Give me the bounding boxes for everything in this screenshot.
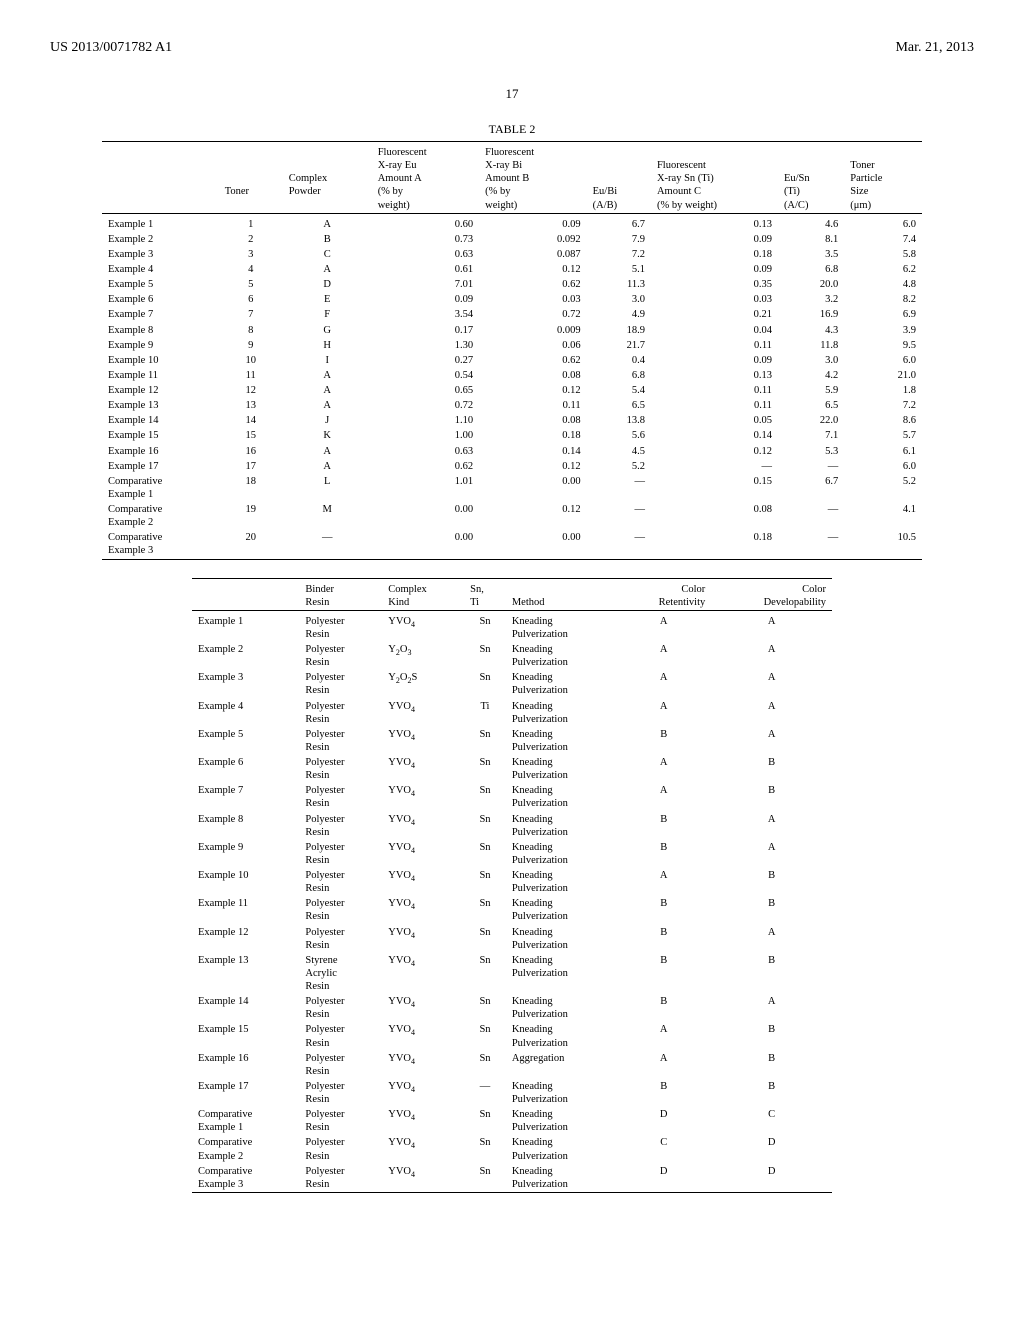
t1-h5: Eu/Bi(A/B) [587, 142, 651, 214]
table-row: Example 88G0.170.00918.90.044.33.9 [102, 323, 922, 338]
page-number: 17 [50, 86, 974, 102]
table-row: Example 55D7.010.6211.30.3520.04.8 [102, 277, 922, 292]
table-row: ComparativeExample 1PolyesterResinYVO4Sn… [192, 1107, 832, 1135]
t1-h6: FluorescentX-ray Sn (Ti)Amount C(% by we… [651, 142, 778, 214]
table-row: Example 66E0.090.033.00.033.28.2 [102, 292, 922, 307]
table-row: Example 2PolyesterResinY2O3SnKneadingPul… [192, 642, 832, 670]
patent-number: US 2013/0071782 A1 [50, 40, 172, 56]
table-row: Example 1616A0.630.144.50.125.36.1 [102, 444, 922, 459]
table-row: Example 1PolyesterResinYVO4SnKneadingPul… [192, 614, 832, 642]
table-row: Example 5PolyesterResinYVO4SnKneadingPul… [192, 727, 832, 755]
table-row: Example 1414J1.100.0813.80.0522.08.6 [102, 413, 922, 428]
table-row: Example 33C0.630.0877.20.183.55.8 [102, 247, 922, 262]
table-row: Example 44A0.610.125.10.096.86.2 [102, 262, 922, 277]
table-2-part-1: Toner ComplexPowder FluorescentX-ray EuA… [102, 141, 922, 560]
table-row: ComparativeExample 3PolyesterResinYVO4Sn… [192, 1164, 832, 1193]
table-row: Example 10PolyesterResinYVO4SnKneadingPu… [192, 868, 832, 896]
t1-h7: Eu/Sn(Ti)(A/C) [778, 142, 844, 214]
t2-h1: BinderResin [299, 578, 382, 610]
table-row: Example 3PolyesterResinY2O2SSnKneadingPu… [192, 670, 832, 698]
table-row: Example 1212A0.650.125.40.115.91.8 [102, 383, 922, 398]
table-row: Example 1515K1.000.185.60.147.15.7 [102, 428, 922, 443]
table-row: Example 14PolyesterResinYVO4SnKneadingPu… [192, 994, 832, 1022]
table-row: ComparativeExample 320—0.000.00—0.18—10.… [102, 530, 922, 559]
t1-h3: FluorescentX-ray EuAmount A(% byweight) [372, 142, 479, 214]
table-row: Example 1313A0.720.116.50.116.57.2 [102, 398, 922, 413]
table-row: Example 6PolyesterResinYVO4SnKneadingPul… [192, 755, 832, 783]
table-title: TABLE 2 [50, 122, 974, 137]
t2-h4: Method [506, 578, 616, 610]
table-row: Example 22B0.730.0927.90.098.17.4 [102, 232, 922, 247]
t2-h0 [192, 578, 299, 610]
page-header: US 2013/0071782 A1 Mar. 21, 2013 [50, 40, 974, 56]
table-row: Example 99H1.300.0621.70.1111.89.5 [102, 338, 922, 353]
table-row: Example 16PolyesterResinYVO4SnAggregatio… [192, 1051, 832, 1079]
table-row: Example 17PolyesterResinYVO4—KneadingPul… [192, 1079, 832, 1107]
table-row: ComparativeExample 219M0.000.12—0.08—4.1 [102, 502, 922, 530]
publication-date: Mar. 21, 2013 [895, 40, 974, 56]
table-row: ComparativeExample 2PolyesterResinYVO4Sn… [192, 1135, 832, 1163]
table-row: Example 12PolyesterResinYVO4SnKneadingPu… [192, 925, 832, 953]
table-row: Example 9PolyesterResinYVO4SnKneadingPul… [192, 840, 832, 868]
table-row: Example 4PolyesterResinYVO4TiKneadingPul… [192, 699, 832, 727]
table-row: Example 8PolyesterResinYVO4SnKneadingPul… [192, 812, 832, 840]
table-2-part-2: BinderResin ComplexKind Sn,Ti Method Col… [192, 578, 832, 1193]
table-row: Example 13StyreneAcrylicResinYVO4SnKnead… [192, 953, 832, 994]
table-row: Example 11PolyesterResinYVO4SnKneadingPu… [192, 896, 832, 924]
table-row: Example 1111A0.540.086.80.134.221.0 [102, 368, 922, 383]
table-row: Example 1717A0.620.125.2——6.0 [102, 459, 922, 474]
table-row: Example 15PolyesterResinYVO4SnKneadingPu… [192, 1022, 832, 1050]
t2-h3: Sn,Ti [464, 578, 506, 610]
table-row: Example 7PolyesterResinYVO4SnKneadingPul… [192, 783, 832, 811]
t2-h6: ColorDevelopability [711, 578, 832, 610]
t1-h8: TonerParticleSize(μm) [844, 142, 922, 214]
table-row: Example 1010I0.270.620.40.093.06.0 [102, 353, 922, 368]
t2-h5: ColorRetentivity [616, 578, 711, 610]
t1-h2: ComplexPowder [283, 142, 372, 214]
table-row: Example 77F3.540.724.90.2116.96.9 [102, 307, 922, 322]
t2-h2: ComplexKind [382, 578, 464, 610]
t1-h0 [102, 142, 219, 214]
table-row: Example 11A0.600.096.70.134.66.0 [102, 217, 922, 232]
t1-h4: FluorescentX-ray BiAmount B(% byweight) [479, 142, 586, 214]
t1-h1: Toner [219, 142, 283, 214]
table-row: ComparativeExample 118L1.010.00—0.156.75… [102, 474, 922, 502]
